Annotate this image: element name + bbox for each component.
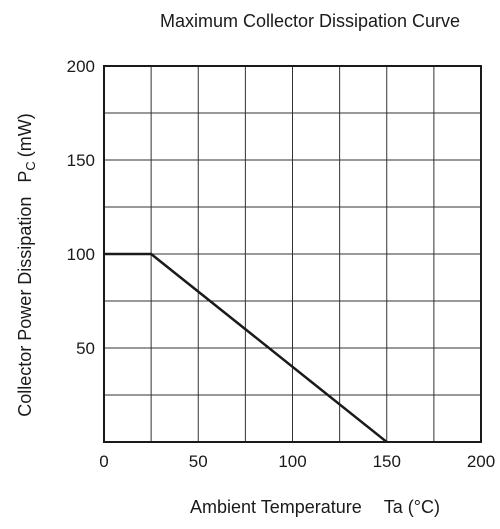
tick-labels: 0 50 100 150 200 50 100 150 200: [67, 57, 496, 471]
y-axis-label-symbol: P: [15, 171, 35, 183]
x-tick-label-150: 150: [373, 452, 401, 471]
x-tick-label-50: 50: [189, 452, 208, 471]
x-tick-label-200: 200: [467, 452, 495, 471]
x-axis-label-name: Ambient Temperature: [190, 497, 362, 517]
series-layer: [104, 252, 388, 443]
x-tick-label-100: 100: [278, 452, 306, 471]
chart-title: Maximum Collector Dissipation Curve: [160, 11, 460, 31]
x-tick-label-0: 0: [99, 452, 108, 471]
y-tick-label-200: 200: [67, 57, 95, 76]
grid-layer: [104, 66, 481, 442]
y-axis-label-subscript: C: [23, 161, 38, 170]
x-axis-label: Ambient Temperature Ta (°C): [190, 497, 440, 517]
x-axis-label-symbol: Ta (°C): [384, 497, 440, 517]
y-tick-label-150: 150: [67, 151, 95, 170]
y-tick-label-100: 100: [67, 245, 95, 264]
y-axis-label-unit: (mW): [15, 113, 35, 157]
y-axis-label-name: Collector Power Dissipation: [15, 197, 35, 417]
y-tick-label-50: 50: [76, 339, 95, 358]
series-line-0: [104, 252, 388, 443]
y-axis-label: Collector Power Dissipation PC (mW): [15, 113, 38, 416]
